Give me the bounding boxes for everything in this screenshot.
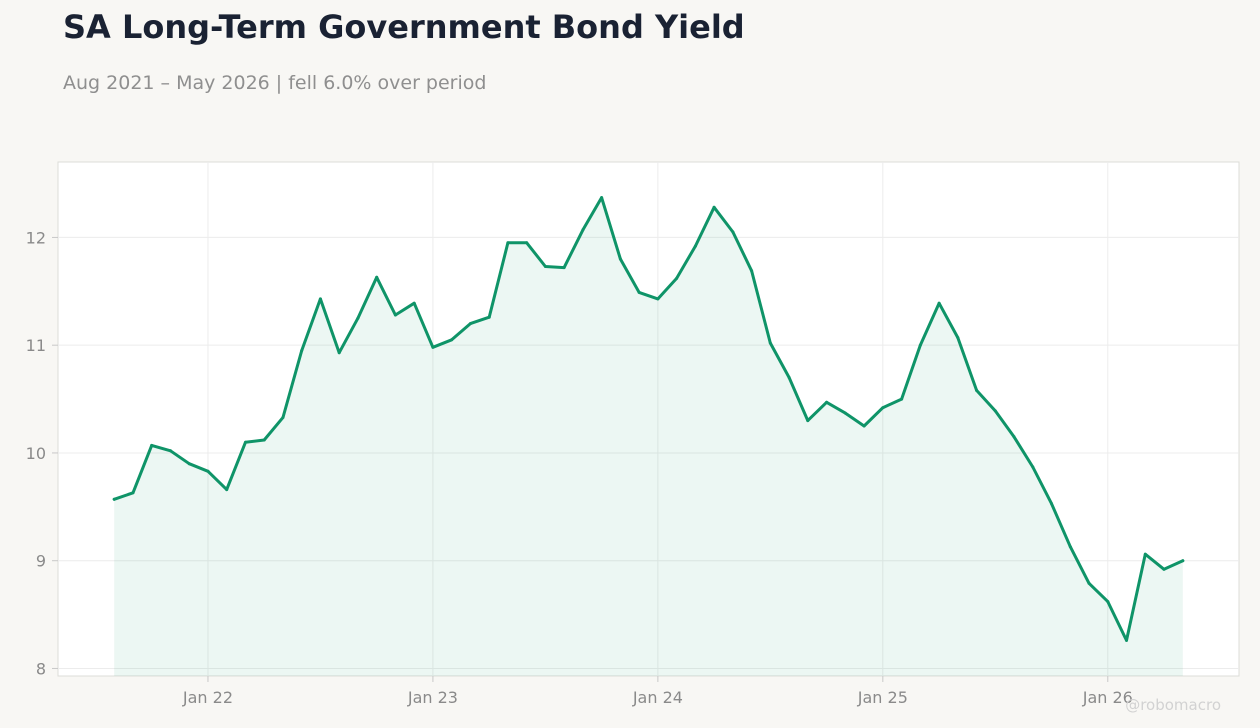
x-axis: Jan 22 Jan 23 Jan 24 Jan 25 Jan 26 <box>182 676 1133 707</box>
y-tick-label: 8 <box>36 659 46 678</box>
data-point <box>412 301 416 305</box>
x-tick-label: Jan 22 <box>182 688 233 707</box>
data-point <box>225 488 229 492</box>
data-point <box>393 313 397 317</box>
x-tick-label: Jan 25 <box>857 688 908 707</box>
chart-title: SA Long-Term Government Bond Yield <box>63 8 745 46</box>
data-point <box>787 376 791 379</box>
plot-area <box>57 161 1240 677</box>
data-point <box>937 301 941 305</box>
yield-area-fill <box>114 197 1183 676</box>
data-point <box>1068 545 1072 549</box>
data-point <box>337 351 341 355</box>
data-point <box>375 275 379 279</box>
data-point <box>562 266 566 270</box>
y-axis: 8 9 10 11 12 <box>26 228 58 678</box>
data-point <box>506 241 510 245</box>
data-point <box>468 322 472 326</box>
data-point <box>731 230 735 234</box>
data-point <box>918 343 922 347</box>
data-point <box>356 316 360 320</box>
chart-subtitle: Aug 2021 – May 2026 | fell 6.0% over per… <box>63 72 487 94</box>
data-point <box>206 469 210 473</box>
y-tick-label: 12 <box>26 228 46 247</box>
data-point <box>637 290 641 294</box>
data-point <box>768 341 772 345</box>
data-point <box>806 419 810 423</box>
data-point <box>843 411 847 415</box>
data-point <box>1125 638 1128 642</box>
data-point <box>693 244 697 248</box>
data-point <box>581 228 585 232</box>
data-point <box>975 388 979 392</box>
data-point <box>543 265 547 268</box>
x-tick-label: Jan 24 <box>632 688 683 707</box>
data-point <box>318 297 322 301</box>
data-point <box>1031 465 1035 469</box>
data-point <box>450 338 454 342</box>
y-tick-label: 9 <box>36 552 46 571</box>
data-point <box>1106 600 1110 604</box>
data-point <box>1162 567 1166 571</box>
y-tick-label: 10 <box>26 444 46 463</box>
data-point <box>112 497 116 501</box>
data-point <box>131 491 135 495</box>
data-point <box>1181 559 1185 563</box>
data-point <box>862 424 866 428</box>
data-point <box>300 349 304 353</box>
data-point <box>525 241 529 245</box>
data-point <box>150 443 154 447</box>
data-point <box>1050 502 1053 506</box>
grid-lines <box>58 162 1239 676</box>
x-tick-label: Jan 26 <box>1082 688 1133 707</box>
watermark: @robomacro <box>1125 696 1221 714</box>
data-point <box>487 315 491 319</box>
data-point <box>1087 581 1091 585</box>
data-point <box>712 205 716 209</box>
data-point <box>169 449 172 453</box>
y-tick-label: 11 <box>26 336 46 355</box>
data-point <box>881 406 885 410</box>
data-point <box>281 415 285 419</box>
data-point <box>1143 552 1147 556</box>
data-point <box>993 409 997 413</box>
data-point <box>244 440 247 444</box>
data-point <box>750 269 754 273</box>
x-tick-label: Jan 23 <box>407 688 458 707</box>
data-point <box>262 438 266 442</box>
data-point <box>825 400 829 404</box>
data-point <box>187 462 191 466</box>
data-point <box>1012 435 1016 439</box>
data-point <box>618 257 622 261</box>
data-point <box>956 336 960 340</box>
data-points <box>112 196 1185 642</box>
data-point <box>656 297 660 301</box>
data-point <box>675 276 679 280</box>
data-point <box>900 397 904 401</box>
data-point <box>431 345 435 349</box>
yield-line <box>112 196 1185 642</box>
data-point <box>600 196 604 200</box>
